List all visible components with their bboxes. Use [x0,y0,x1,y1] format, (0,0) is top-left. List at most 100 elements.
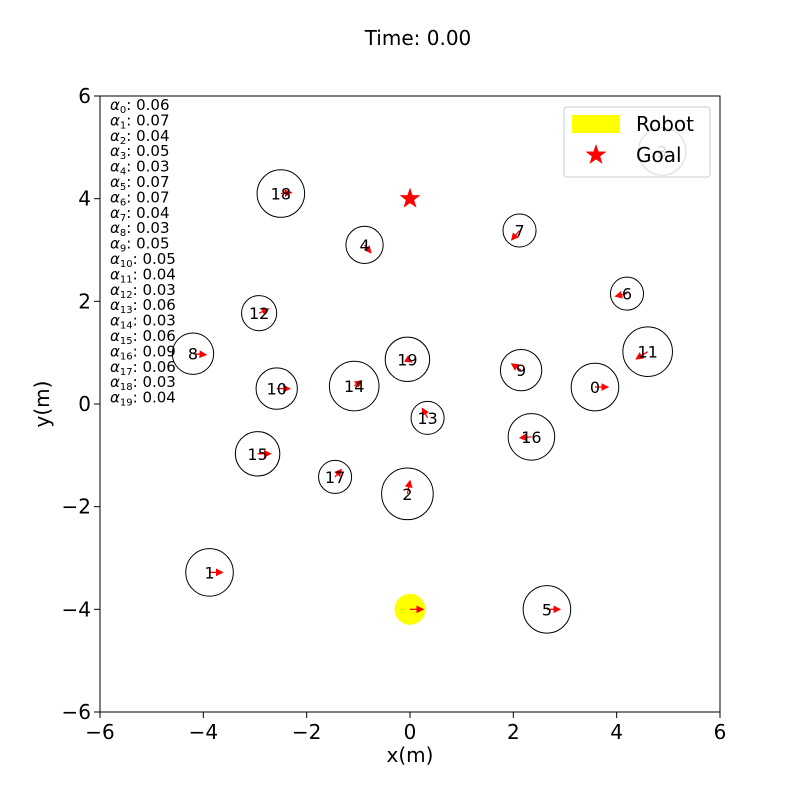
human-18: 18 [256,169,306,218]
y-tick-label: −6 [62,700,91,724]
human-6: 6 [609,276,645,311]
alpha-label: α6: 0.07 [110,188,170,208]
human-velocity-arrow [421,407,429,419]
alpha-label: α16: 0.09 [110,342,176,362]
humans-layer: 012345678910111213141516171819 [171,127,687,634]
human-circle [384,336,431,383]
alpha-label: α7: 0.04 [110,204,170,224]
y-tick-label: 6 [78,84,91,108]
human-5: 5 [522,585,572,634]
human-label: 15 [247,445,267,464]
human-circle [318,459,353,494]
human-circle [185,548,234,597]
human-label: 5 [542,600,552,619]
human-label: 9 [516,361,526,380]
human-13: 13 [410,400,445,435]
legend: Robot Goal [563,106,711,178]
human-2: 2 [381,467,434,521]
human-label: 16 [521,428,541,447]
human-0: 0 [570,362,620,412]
human-velocity-arrow [510,230,521,241]
human-10: 10 [255,367,298,410]
goal-layer [399,187,421,208]
human-label: 0 [590,378,600,397]
legend-robot-label: Robot [636,112,694,136]
human-circle [241,295,278,332]
figure-title: Time: 0.00 [364,26,472,50]
human-velocity-arrow [334,468,343,478]
human-circle [345,225,384,264]
human-12: 12 [241,295,278,332]
alpha-label: α8: 0.03 [110,219,170,239]
x-tick-label: −6 [85,720,114,744]
human-label: 18 [271,185,291,204]
y-axis-ticks: −6 −4 −2 0 2 4 6 [62,84,100,724]
human-velocity-arrow [280,189,293,198]
human-label: 7 [514,221,524,240]
human-velocity-arrow [353,380,363,388]
alpha-label: α3: 0.05 [110,142,170,162]
plot-area: 012345678910111213141516171819 [171,127,687,634]
human-velocity-arrow [258,308,270,316]
x-tick-label: 6 [714,720,727,744]
y-tick-label: −2 [62,495,91,519]
human-circle [507,413,556,461]
human-circle [499,348,543,392]
alpha-label: α4: 0.03 [110,158,170,178]
x-axis-label: x(m) [387,743,434,767]
human-label: 19 [397,350,417,369]
human-label: 12 [249,304,269,323]
human-velocity-arrow [635,351,649,360]
human-circle [570,362,620,412]
x-tick-label: 4 [610,720,623,744]
alpha-label: α5: 0.07 [110,173,170,193]
goal-star-icon [399,187,421,208]
x-tick-label: 2 [507,720,520,744]
legend-robot-swatch [572,115,620,133]
human-circle [522,585,572,634]
alpha-label: α1: 0.07 [110,111,170,131]
y-tick-label: −4 [62,597,91,621]
human-11: 11 [622,326,673,377]
x-tick-label: −2 [292,720,321,744]
human-velocity-arrow [192,350,208,359]
alpha-label: α18: 0.03 [110,373,176,393]
human-label: 13 [417,409,437,428]
human-label: 2 [402,485,412,504]
alpha-label: α19: 0.04 [110,389,176,409]
alpha-label: α2: 0.04 [110,127,170,147]
legend-goal-star-icon [585,144,607,164]
alpha-label: α13: 0.06 [110,296,176,316]
y-tick-label: 2 [78,289,91,313]
human-circle [609,276,645,311]
human-velocity-arrow [614,290,628,299]
x-axis-ticks: −6 −4 −2 0 2 4 6 [85,712,726,744]
human-circle [234,431,281,477]
human-velocity-arrow [404,479,413,494]
legend-goal-label: Goal [636,143,682,167]
alpha-label: α11: 0.04 [110,265,176,285]
human-circle [410,400,445,435]
alpha-label: α10: 0.05 [110,250,176,270]
human-label: 6 [622,285,632,304]
human-circle [255,367,298,410]
human-velocity-arrow [403,355,413,363]
alpha-label: α12: 0.03 [110,281,176,301]
human-label: 10 [267,380,287,399]
y-axis-label: y(m) [30,381,54,428]
human-15: 15 [234,431,281,477]
alpha-label: α15: 0.06 [110,327,176,347]
human-circle [622,326,673,377]
human-1: 1 [185,548,234,597]
human-14: 14 [328,360,380,412]
y-tick-label: 4 [78,187,91,211]
human-17: 17 [318,459,353,494]
human-label: 17 [325,468,345,487]
human-8: 8 [171,332,215,375]
x-tick-label: −4 [189,720,218,744]
human-9: 9 [499,348,543,392]
human-4: 4 [345,225,384,264]
human-circle [256,169,306,218]
